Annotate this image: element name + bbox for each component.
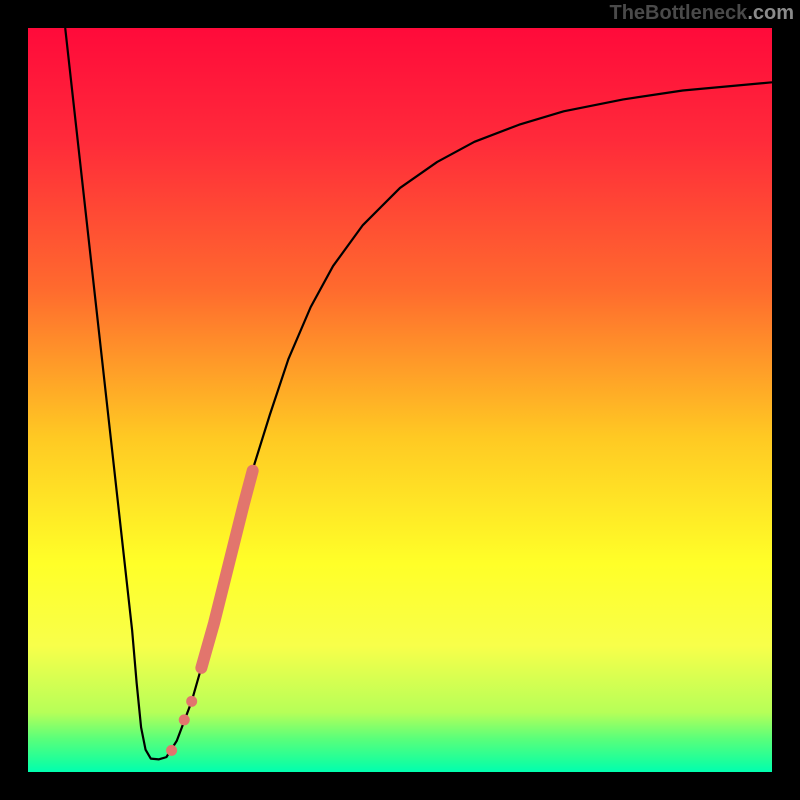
bottleneck-chart (28, 28, 772, 772)
plot-area (28, 28, 772, 772)
highlight-dot (179, 714, 190, 725)
gradient-background (28, 28, 772, 772)
watermark-suffix: .com (747, 2, 794, 24)
chart-frame: TheBottleneck.com (0, 0, 800, 800)
watermark: TheBottleneck.com (610, 2, 795, 25)
highlight-dot (186, 696, 197, 707)
watermark-main: TheBottleneck (610, 2, 748, 24)
highlight-dot (166, 745, 177, 756)
